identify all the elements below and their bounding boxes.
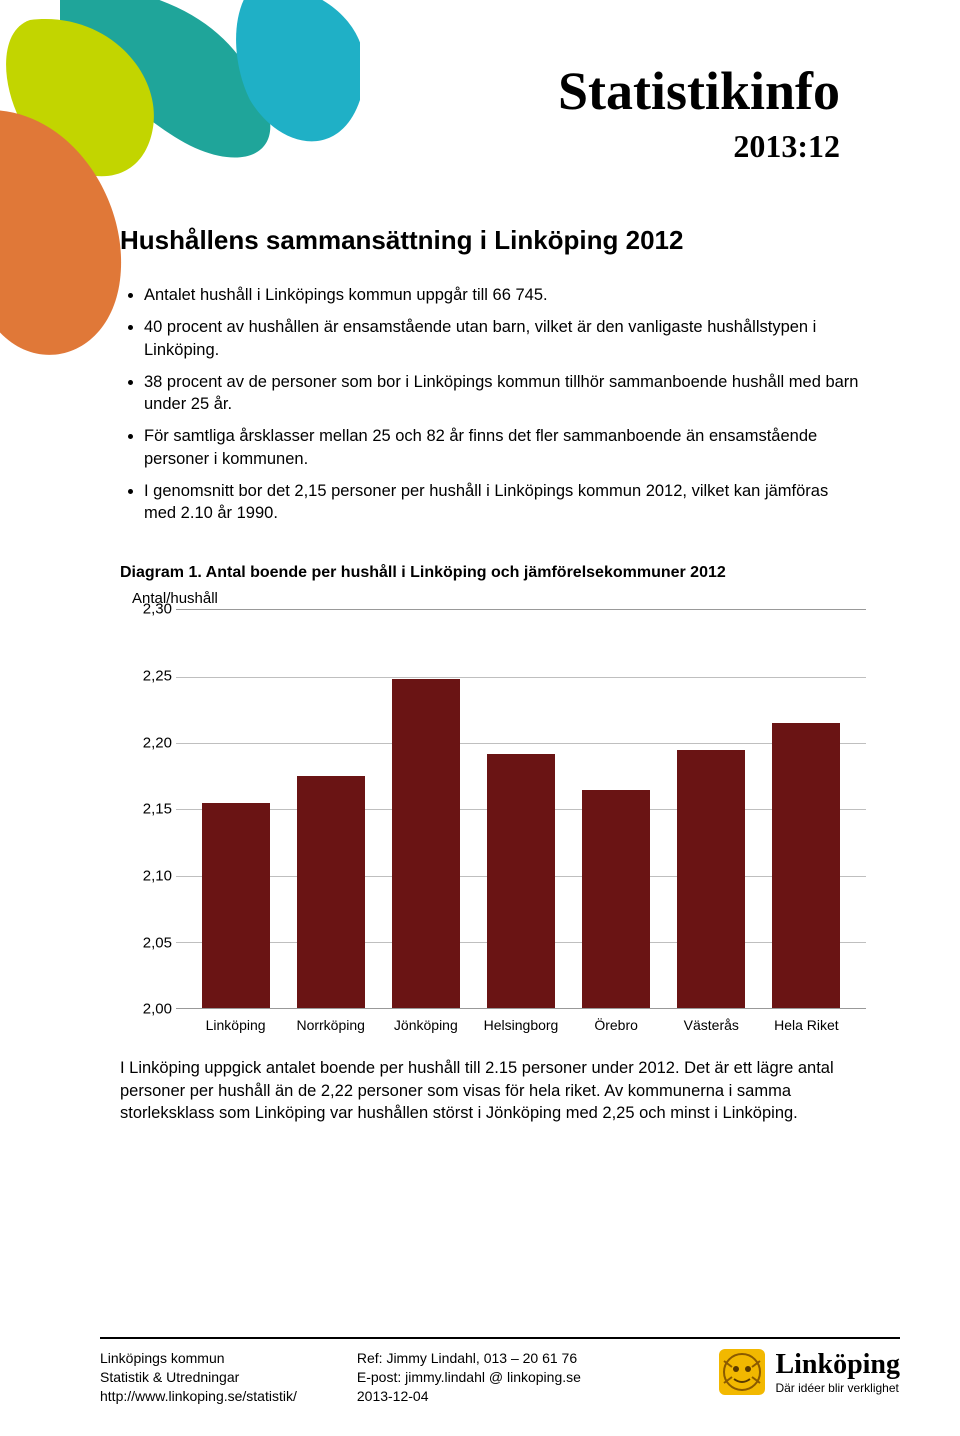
x-tick-label: Jönköping — [387, 1017, 465, 1033]
footer-ref: Ref: Jimmy Lindahl, 013 – 20 61 76 — [357, 1349, 581, 1368]
bullet-item: Antalet hushåll i Linköpings kommun uppg… — [144, 284, 860, 306]
title-block: Statistikinfo 2013:12 — [120, 60, 840, 165]
bar — [582, 790, 650, 1009]
bar — [487, 754, 555, 1009]
bars-container — [176, 610, 866, 1008]
x-tick-label: Linköping — [197, 1017, 275, 1033]
logo-text: Linköping Där idéer blir verklighet — [775, 1349, 900, 1395]
y-tick-label: 2,10 — [126, 868, 172, 885]
chart-plot-area — [176, 609, 866, 1009]
bar — [677, 750, 745, 1009]
x-tick-label: Norrköping — [292, 1017, 370, 1033]
y-tick-label: 2,20 — [126, 734, 172, 751]
main-title: Statistikinfo — [120, 60, 840, 122]
bar-chart: 2,002,052,102,152,202,252,30LinköpingNor… — [126, 609, 866, 1039]
y-tick-label: 2,30 — [126, 601, 172, 618]
bullet-item: I genomsnitt bor det 2,15 personer per h… — [144, 480, 860, 525]
x-tick-label: Hela Riket — [767, 1017, 845, 1033]
bullet-item: 40 procent av hushållen är ensamstående … — [144, 316, 860, 361]
footer-dept: Statistik & Utredningar — [100, 1368, 297, 1387]
footer-logo: Linköping Där idéer blir verklighet — [719, 1349, 900, 1395]
x-tick-label: Västerås — [672, 1017, 750, 1033]
doc-heading: Hushållens sammansättning i Linköping 20… — [120, 225, 860, 256]
bullet-item: För samtliga årsklasser mellan 25 och 82… — [144, 425, 860, 470]
bar — [392, 679, 460, 1008]
footer-url: http://www.linkoping.se/statistik/ — [100, 1387, 297, 1406]
bullet-item: 38 procent av de personer som bor i Link… — [144, 371, 860, 416]
brand-name: Linköping — [775, 1349, 900, 1381]
chart-y-axis-label: Antal/hushåll — [132, 590, 860, 607]
footer-left: Linköpings kommun Statistik & Utredninga… — [100, 1349, 297, 1406]
lion-icon — [719, 1349, 765, 1395]
footer-date: 2013-12-04 — [357, 1387, 581, 1406]
bar — [772, 723, 840, 1008]
y-tick-label: 2,25 — [126, 668, 172, 685]
summary-paragraph: I Linköping uppgick antalet boende per h… — [120, 1057, 860, 1124]
x-tick-label: Helsingborg — [482, 1017, 560, 1033]
y-tick-label: 2,05 — [126, 934, 172, 951]
x-labels: Linköping Norrköping Jönköping Helsingborg Ö… — [176, 1011, 866, 1039]
x-tick-label: Örebro — [577, 1017, 655, 1033]
footer: Linköpings kommun Statistik & Utredninga… — [100, 1337, 900, 1406]
bar — [297, 776, 365, 1008]
footer-email: E-post: jimmy.lindahl @ linkoping.se — [357, 1368, 581, 1387]
brand-tagline: Där idéer blir verklighet — [775, 1381, 900, 1395]
footer-mid: Ref: Jimmy Lindahl, 013 – 20 61 76 E-pos… — [357, 1349, 581, 1406]
bar — [202, 803, 270, 1009]
footer-org: Linköpings kommun — [100, 1349, 297, 1368]
chart-title: Diagram 1. Antal boende per hushåll i Li… — [120, 564, 860, 582]
y-tick-label: 2,00 — [126, 1001, 172, 1018]
sub-title: 2013:12 — [120, 128, 840, 165]
bullet-list: Antalet hushåll i Linköpings kommun uppg… — [120, 284, 860, 524]
y-tick-label: 2,15 — [126, 801, 172, 818]
